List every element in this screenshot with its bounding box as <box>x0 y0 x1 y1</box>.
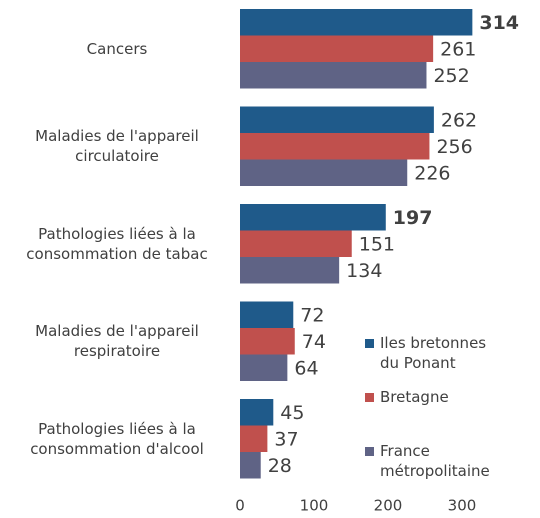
y-tick-label: Pathologies liées à la consommation d'al… <box>30 419 204 458</box>
legend-swatch <box>365 447 374 456</box>
value-label: 262 <box>441 109 477 131</box>
legend-label: Iles bretonnes du Ponant <box>380 334 487 372</box>
value-label: 197 <box>393 207 433 229</box>
bar <box>240 106 434 133</box>
bar <box>240 204 386 231</box>
x-tick-label: 200 <box>374 497 403 515</box>
value-label: 45 <box>280 402 304 424</box>
bar <box>240 159 408 186</box>
y-tick-label: Pathologies liées à la consommation de t… <box>26 224 208 263</box>
legend-label: Bretagne <box>380 388 449 406</box>
bar <box>240 301 294 328</box>
bar <box>240 62 427 89</box>
y-tick-label: Cancers <box>86 39 148 58</box>
bar <box>240 452 261 479</box>
x-tick-label: 100 <box>300 497 329 515</box>
x-tick-label: 0 <box>235 497 245 515</box>
value-label: 256 <box>436 136 472 158</box>
x-tick-label: 300 <box>448 497 477 515</box>
value-label: 64 <box>294 357 318 379</box>
y-tick-label: Maladies de l'appareil circulatoire <box>35 127 199 166</box>
value-label: 151 <box>359 233 395 255</box>
value-label: 74 <box>302 331 326 353</box>
legend-label: France métropolitaine <box>380 442 490 480</box>
bar <box>240 230 352 257</box>
legend-swatch <box>365 393 374 402</box>
value-label: 261 <box>440 38 476 60</box>
legend-swatch <box>365 339 374 348</box>
bar <box>240 9 473 36</box>
bar <box>240 425 268 452</box>
bar <box>240 133 430 160</box>
value-label: 28 <box>268 455 292 477</box>
value-label: 226 <box>414 162 450 184</box>
value-label: 37 <box>274 428 298 450</box>
bar <box>240 328 295 355</box>
bar <box>240 399 274 426</box>
value-label: 134 <box>346 260 382 282</box>
value-label: 252 <box>433 65 469 87</box>
bar <box>240 354 288 381</box>
bar <box>240 257 340 284</box>
bar <box>240 35 434 62</box>
value-label: 314 <box>479 12 519 34</box>
y-tick-label: Maladies de l'appareil respiratoire <box>35 322 199 361</box>
value-label: 72 <box>300 304 324 326</box>
